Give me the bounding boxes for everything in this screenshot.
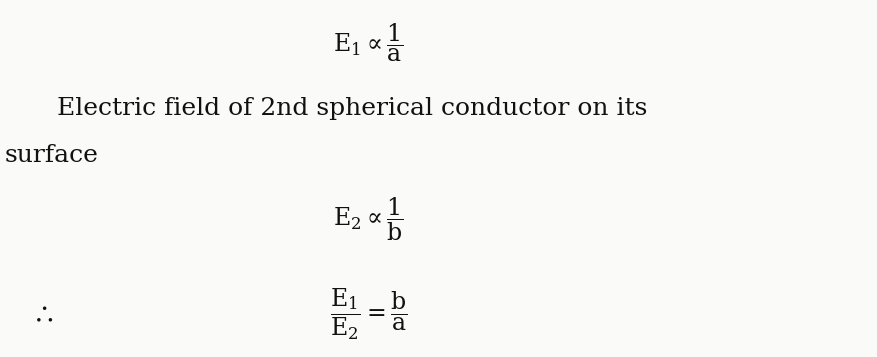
Text: Electric field of 2nd spherical conductor on its: Electric field of 2nd spherical conducto… xyxy=(57,97,647,120)
Text: $\therefore$: $\therefore$ xyxy=(31,301,53,328)
Text: $\mathrm{E}_1 \propto \dfrac{1}{\mathrm{a}}$: $\mathrm{E}_1 \propto \dfrac{1}{\mathrm{… xyxy=(333,22,403,64)
Text: surface: surface xyxy=(4,144,98,167)
Text: $\mathrm{E}_2 \propto \dfrac{1}{\mathrm{b}}$: $\mathrm{E}_2 \propto \dfrac{1}{\mathrm{… xyxy=(333,196,403,243)
Text: $\dfrac{\mathrm{E}_1}{\mathrm{E}_2} = \dfrac{\mathrm{b}}{\mathrm{a}}$: $\dfrac{\mathrm{E}_1}{\mathrm{E}_2} = \d… xyxy=(330,287,407,342)
